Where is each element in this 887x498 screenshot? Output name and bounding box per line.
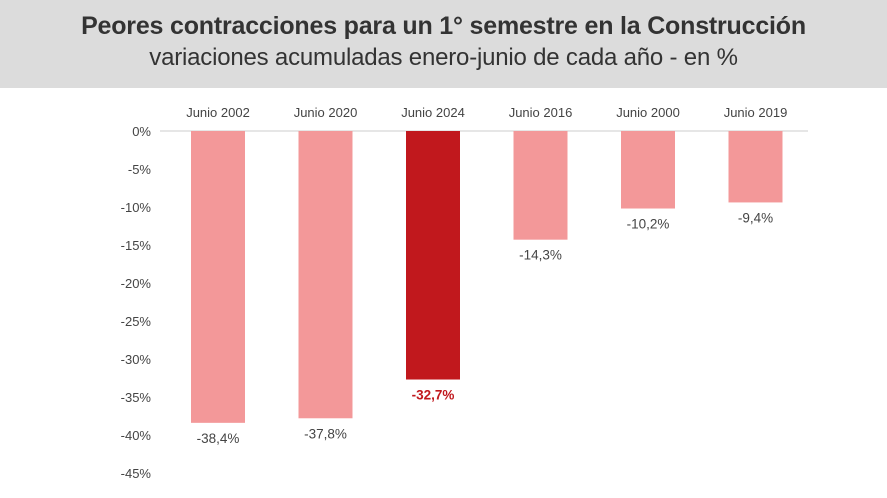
- data-label: -10,2%: [627, 217, 670, 232]
- y-tick-label: -35%: [121, 390, 152, 405]
- y-axis: 0% -5% -10% -15% -20% -25% -30% -35% -40% -45%: [121, 124, 808, 481]
- y-tick-label: 0%: [132, 124, 151, 139]
- category-label: Junio 2016: [509, 105, 573, 120]
- y-tick-label: -5%: [128, 162, 152, 177]
- y-tick-label: -20%: [121, 276, 152, 291]
- data-label: -32,7%: [412, 388, 455, 403]
- y-tick-label: -25%: [121, 314, 152, 329]
- bar: [728, 131, 783, 203]
- y-tick-label: -15%: [121, 238, 152, 253]
- category-label: Junio 2020: [294, 105, 358, 120]
- bar: [191, 131, 245, 423]
- bars-group: [191, 131, 783, 423]
- chart-header: Peores contracciones para un 1° semestre…: [0, 0, 887, 88]
- y-tick-label: -10%: [121, 200, 152, 215]
- bar: [406, 131, 460, 380]
- data-label: -14,3%: [519, 248, 562, 263]
- bar-chart: 0% -5% -10% -15% -20% -25% -30% -35% -40% -45% Ju…: [121, 105, 808, 481]
- category-label: Junio 2000: [616, 105, 680, 120]
- category-label: Junio 2024: [401, 105, 465, 120]
- category-label: Junio 2019: [724, 105, 788, 120]
- data-label: -37,8%: [304, 426, 347, 441]
- category-label: Junio 2002: [186, 105, 250, 120]
- bar: [298, 131, 353, 419]
- chart-subtitle: variaciones acumuladas enero-junio de ca…: [149, 44, 738, 71]
- chart-title: Peores contracciones para un 1° semestre…: [81, 12, 806, 40]
- y-tick-label: -30%: [121, 352, 152, 367]
- bar: [621, 131, 675, 209]
- y-tick-label: -45%: [121, 466, 152, 481]
- value-labels: -38,4% -37,8% -32,7% -14,3% -10,2% -9,4%: [197, 210, 774, 445]
- y-tick-label: -40%: [121, 428, 152, 443]
- data-label: -9,4%: [738, 210, 773, 225]
- category-labels: Junio 2002 Junio 2020 Junio 2024 Junio 2016…: [186, 105, 787, 120]
- data-label: -38,4%: [197, 431, 240, 446]
- bar: [513, 131, 568, 240]
